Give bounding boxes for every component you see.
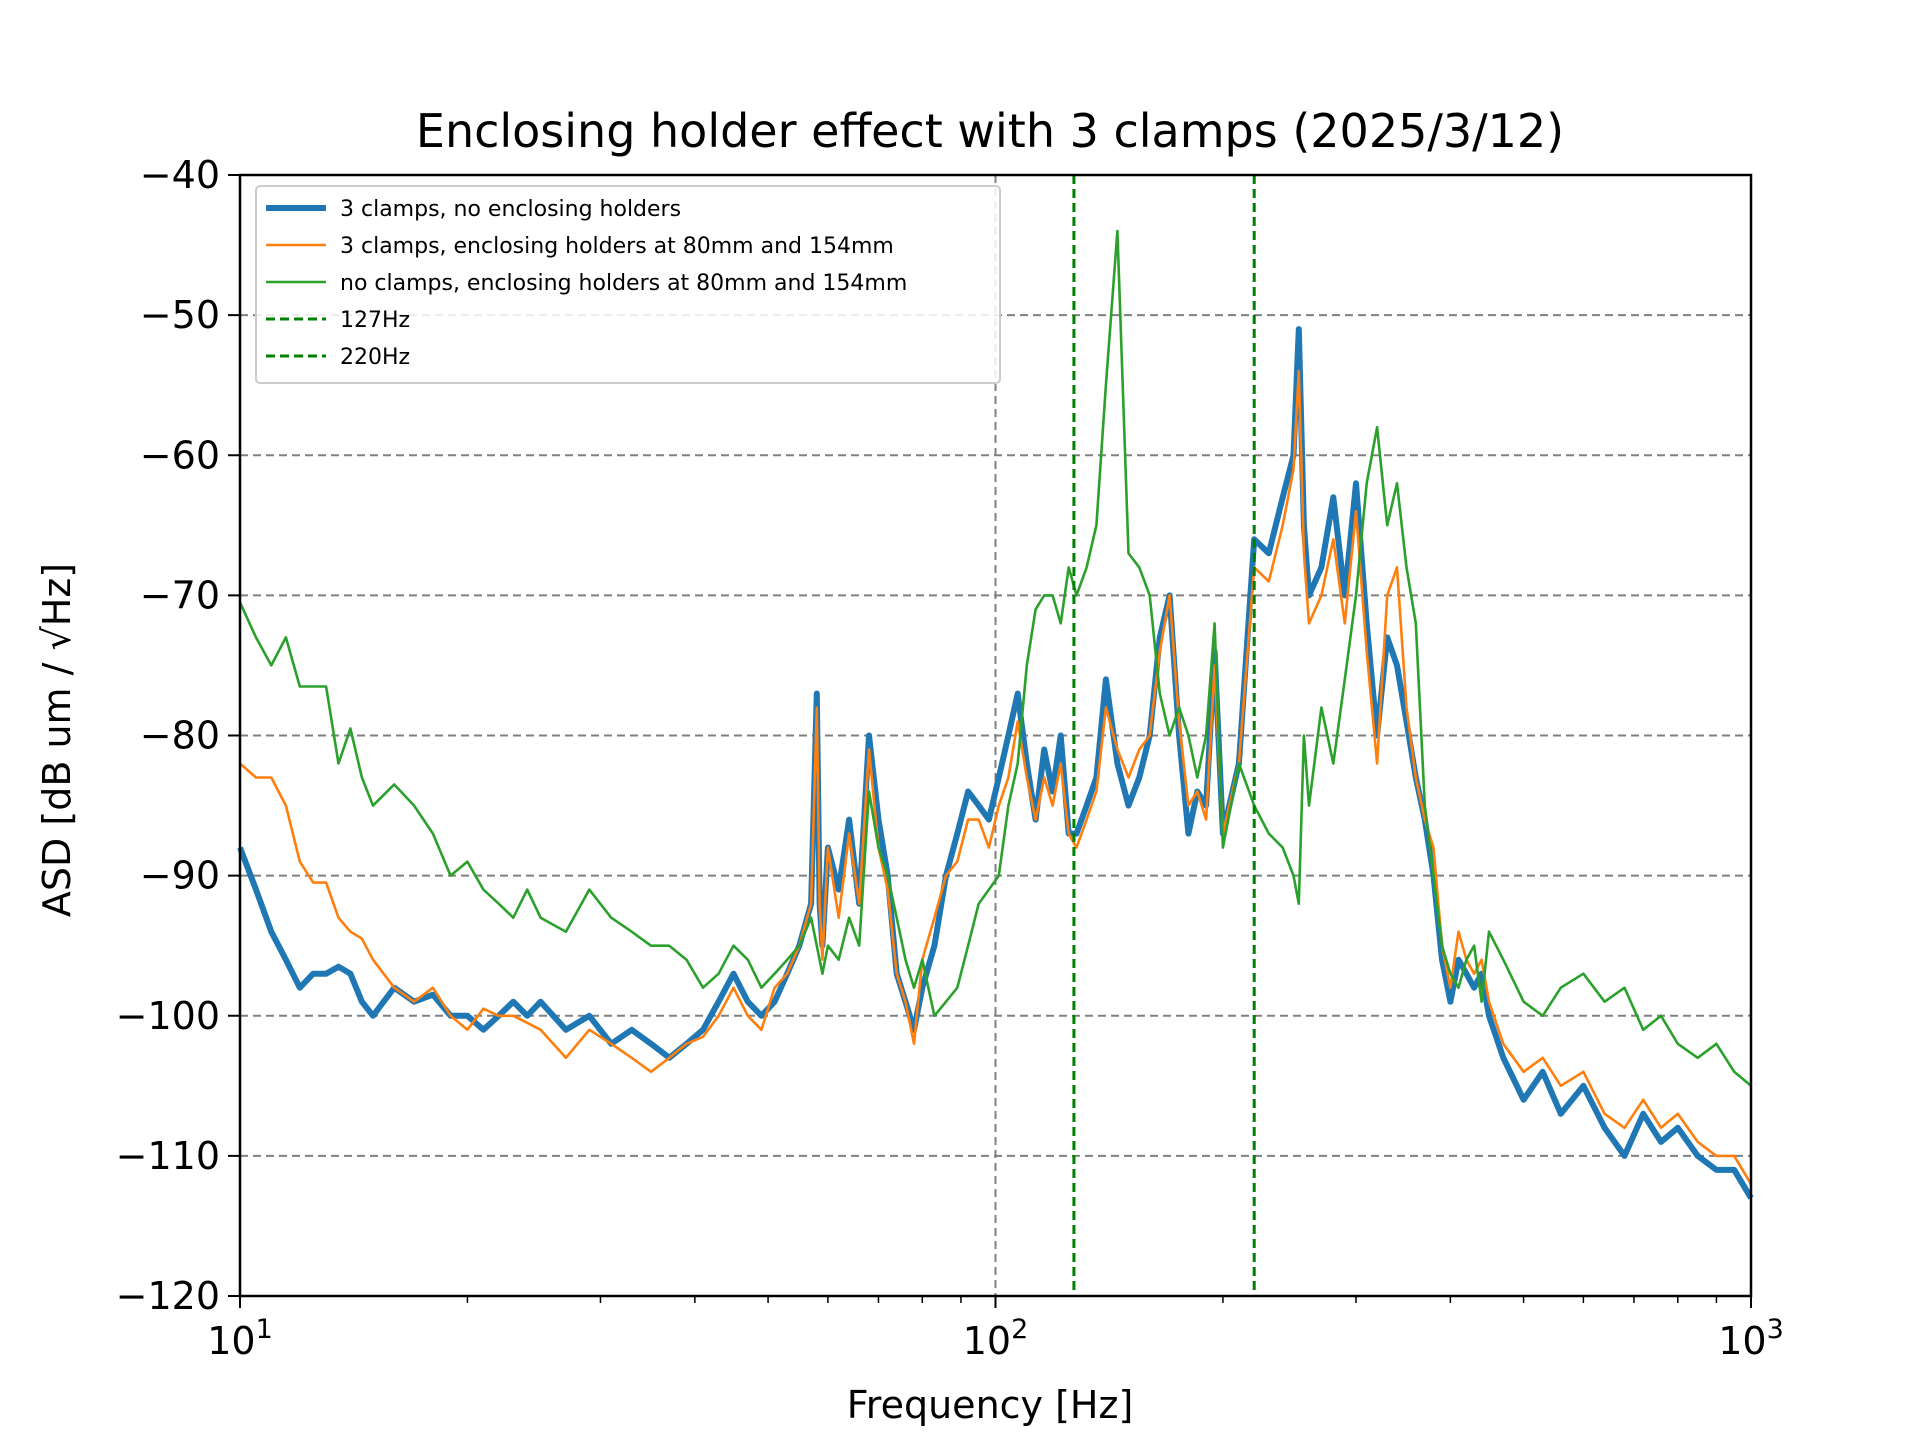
legend-label: 127Hz [340, 308, 410, 333]
x-tick-label: 101 [207, 1314, 273, 1363]
x-axis-label: Frequency [Hz] [847, 1383, 1134, 1427]
y-tick-label: −40 [140, 153, 220, 197]
y-tick-label: −50 [140, 293, 220, 337]
ticks-group: −120 −110 −100 −90 −80 −70 −60 −50 −40 101 102 103 [116, 153, 1784, 1363]
series-group [237, 229, 1754, 1200]
x-tick-label: 102 [963, 1314, 1029, 1363]
x-tick-label: 103 [1718, 1314, 1784, 1363]
legend-box [255, 185, 1001, 384]
legend: 3 clamps, no enclosing holders 3 clamps, … [255, 185, 1001, 384]
vlines-group [1072, 175, 1256, 1296]
y-tick-label: −90 [140, 854, 220, 898]
y-tick-label: −100 [116, 994, 220, 1038]
legend-label: 3 clamps, enclosing holders at 80mm and … [340, 234, 894, 259]
legend-label: 3 clamps, no enclosing holders [340, 197, 681, 222]
y-tick-label: −60 [140, 433, 220, 477]
y-tick-label: −120 [116, 1274, 220, 1318]
y-axis-label: ASD [dB um / √Hz] [35, 563, 79, 917]
series-line-3 [238, 229, 1752, 1087]
chart-title: Enclosing holder effect with 3 clamps (2… [416, 104, 1564, 158]
y-tick-label: −110 [116, 1134, 220, 1178]
legend-label: no clamps, enclosing holders at 80mm and… [340, 271, 907, 296]
y-tick-label: −70 [140, 573, 220, 617]
legend-label: 220Hz [340, 345, 410, 370]
grid [240, 175, 1751, 1296]
y-tick-label: −80 [140, 714, 220, 758]
